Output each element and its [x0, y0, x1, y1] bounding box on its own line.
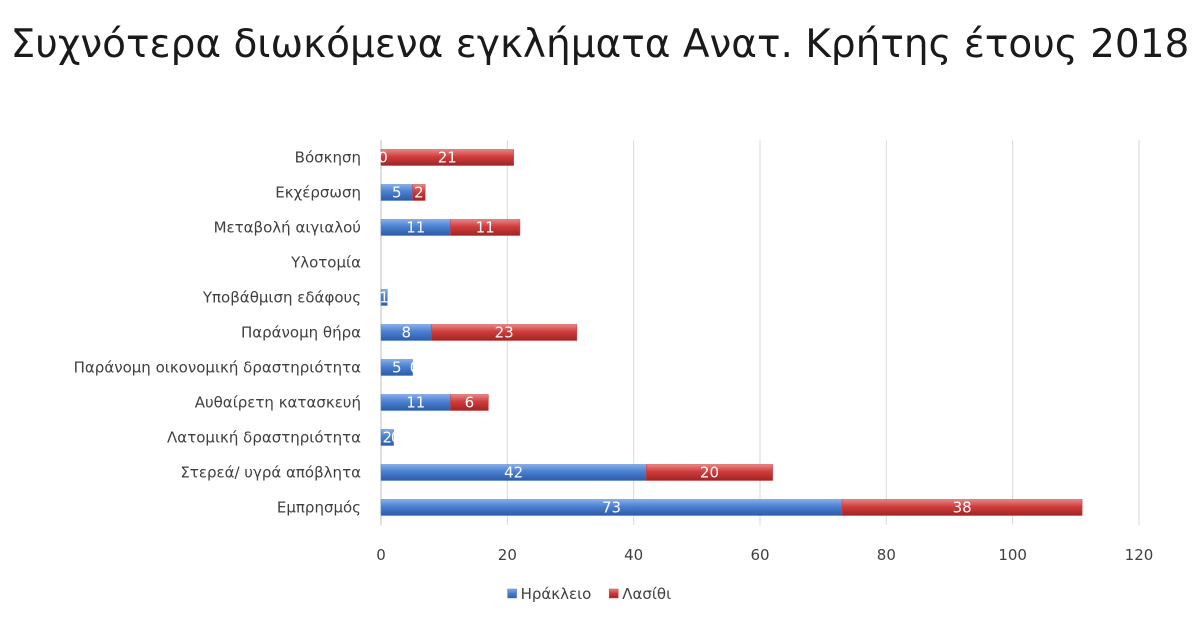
category-label: Εμπρησμός [277, 499, 361, 517]
category-label: Εκχέρσωση [275, 184, 361, 202]
x-tick-label: 100 [998, 546, 1027, 564]
x-tick-label: 40 [624, 546, 643, 564]
grid-layer [380, 140, 1140, 525]
bar-segment [450, 219, 521, 236]
data-label: 38 [953, 499, 972, 517]
data-label: 1 [379, 289, 389, 307]
data-label: 2 [414, 184, 424, 202]
bar-segment [380, 289, 388, 306]
bar-segment [380, 429, 394, 446]
category-label: Βόσκηση [295, 149, 361, 167]
data-label: 20 [700, 464, 719, 482]
data-label: 5 [392, 359, 402, 377]
bars-layer [380, 149, 1083, 516]
data-label: 5 [392, 184, 402, 202]
data-label: 0 [391, 429, 401, 447]
x-tick-label: 20 [498, 546, 517, 564]
bar-segment [431, 324, 578, 341]
bar-segment [380, 359, 413, 376]
legend: Ηράκλειο Λασίθι [507, 585, 671, 603]
legend-entry: Λασίθι [622, 585, 671, 603]
data-label: 42 [504, 464, 523, 482]
data-label: 23 [495, 324, 514, 342]
data-label: 11 [476, 219, 495, 237]
data-label: 21 [438, 149, 457, 167]
legend-entry: Ηράκλειο [521, 585, 592, 603]
data-label: 8 [401, 324, 411, 342]
bar-segment [450, 394, 489, 411]
category-label: Λατομική δραστηριότητα [167, 429, 361, 447]
bar-segment [841, 499, 1083, 516]
data-label: 73 [602, 499, 621, 517]
x-tick-label: 0 [376, 546, 386, 564]
data-label: 11 [406, 394, 425, 412]
legend-swatch [507, 588, 517, 599]
x-tick-label: 80 [877, 546, 896, 564]
category-label: Παράνομη οικονομική δραστηριότητα [74, 359, 361, 377]
legend-swatch [608, 588, 619, 599]
category-label: Αυθαίρετη κατασκευή [195, 394, 361, 412]
data-label: 2 [383, 429, 393, 447]
data-label: 0 [410, 359, 420, 377]
bar-segment [412, 184, 426, 201]
category-label: Παράνομη θήρα [241, 324, 361, 342]
category-label: Μεταβολή αιγιαλού [214, 219, 361, 237]
data-label: 6 [465, 394, 475, 412]
category-label: Υποβάθμιση εδάφους [202, 289, 361, 307]
data-label: 0 [378, 149, 388, 167]
bar-segment [646, 464, 773, 481]
chart-title: Συχνότερα διωκόμενα εγκλήματα Ανατ. Κρήτ… [10, 22, 1190, 67]
category-label: Υλοτομία [290, 254, 361, 272]
x-tick-label: 60 [750, 546, 769, 564]
data-label: 11 [406, 219, 425, 237]
x-tick-label: 120 [1125, 546, 1154, 564]
bar-segment [380, 149, 514, 166]
category-label: Στερεά/ υγρά απόβλητα [180, 464, 361, 482]
